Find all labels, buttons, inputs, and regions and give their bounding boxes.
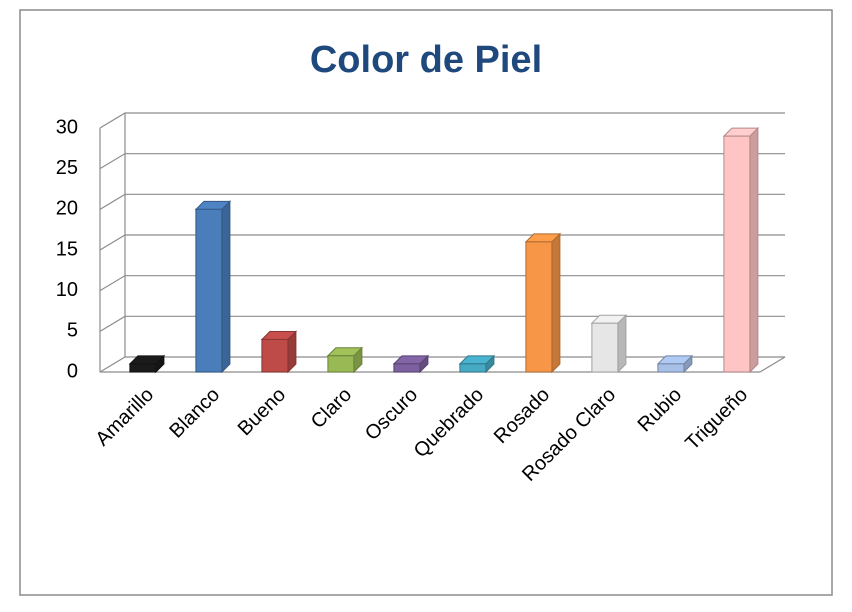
bar <box>327 355 355 373</box>
bar <box>261 338 289 373</box>
bar <box>393 363 421 373</box>
y-tick-label: 5 <box>67 320 78 342</box>
bar <box>723 135 751 373</box>
y-tick-label: 25 <box>56 157 78 179</box>
bar-side <box>221 200 231 374</box>
floor-edge <box>759 356 786 373</box>
y-tick-label: 20 <box>56 198 78 220</box>
bar <box>195 208 223 373</box>
bar <box>525 241 553 373</box>
chart-border <box>19 9 833 596</box>
y-tick-label: 30 <box>56 116 78 138</box>
bar <box>591 322 619 373</box>
bar <box>657 363 685 373</box>
chart-title: Color de Piel <box>310 39 542 81</box>
bar <box>459 363 487 373</box>
bar-side <box>749 126 759 374</box>
grid-line <box>99 275 785 292</box>
grid-line <box>99 193 785 210</box>
grid-line <box>99 315 785 332</box>
grid-line <box>99 234 785 251</box>
bar-side <box>617 313 627 374</box>
y-tick-label: 10 <box>56 279 78 301</box>
bar-side <box>551 232 561 374</box>
grid-line <box>99 112 785 129</box>
grid-line <box>99 356 785 373</box>
y-tick-label: 15 <box>56 238 78 260</box>
grid-line <box>99 153 785 170</box>
bar <box>129 363 157 373</box>
y-tick-label: 0 <box>67 360 78 382</box>
